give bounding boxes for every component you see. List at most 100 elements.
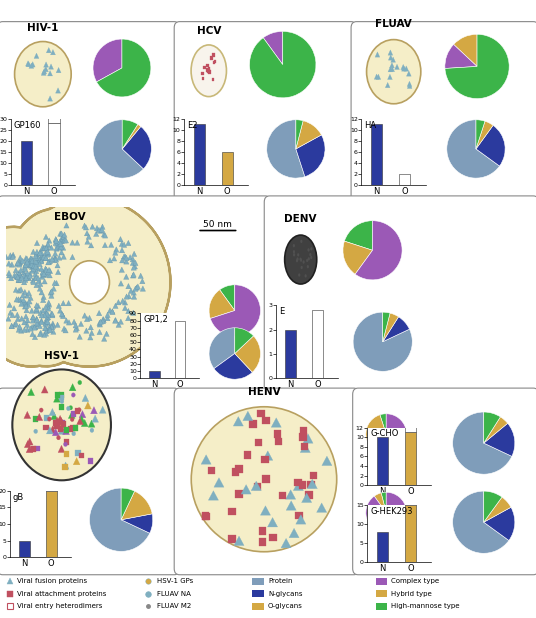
- Polygon shape: [66, 320, 72, 325]
- Polygon shape: [44, 311, 49, 316]
- Polygon shape: [14, 274, 19, 279]
- Polygon shape: [41, 246, 47, 251]
- Polygon shape: [43, 320, 49, 326]
- Text: High-mannose type: High-mannose type: [391, 603, 460, 609]
- Polygon shape: [50, 49, 55, 55]
- Polygon shape: [108, 242, 114, 247]
- Polygon shape: [59, 235, 64, 241]
- Wedge shape: [209, 290, 235, 318]
- Polygon shape: [100, 224, 105, 229]
- Wedge shape: [121, 514, 153, 533]
- Polygon shape: [296, 515, 306, 524]
- Polygon shape: [16, 270, 21, 276]
- Polygon shape: [133, 260, 138, 266]
- Polygon shape: [59, 231, 64, 236]
- Polygon shape: [267, 517, 278, 527]
- Polygon shape: [128, 288, 133, 294]
- Polygon shape: [8, 310, 13, 315]
- Polygon shape: [19, 316, 24, 321]
- Polygon shape: [23, 263, 28, 268]
- Polygon shape: [30, 318, 35, 323]
- Bar: [76, 450, 80, 455]
- Polygon shape: [260, 506, 271, 515]
- Polygon shape: [9, 262, 14, 267]
- Bar: [48, 123, 59, 185]
- Polygon shape: [51, 286, 56, 291]
- Polygon shape: [43, 245, 48, 251]
- Polygon shape: [44, 327, 49, 332]
- Polygon shape: [406, 71, 411, 76]
- Bar: [252, 603, 264, 610]
- Polygon shape: [101, 336, 107, 341]
- Polygon shape: [6, 261, 12, 266]
- Text: FLUAV M2: FLUAV M2: [157, 603, 191, 609]
- Wedge shape: [483, 417, 508, 443]
- Bar: [274, 438, 282, 445]
- Wedge shape: [483, 507, 515, 541]
- Polygon shape: [29, 261, 34, 267]
- Polygon shape: [81, 420, 88, 426]
- Polygon shape: [36, 321, 41, 327]
- Polygon shape: [43, 325, 48, 331]
- Polygon shape: [56, 417, 63, 424]
- Polygon shape: [58, 420, 65, 427]
- Polygon shape: [62, 238, 67, 243]
- Wedge shape: [122, 127, 151, 169]
- Wedge shape: [453, 412, 512, 474]
- Polygon shape: [66, 300, 71, 306]
- Polygon shape: [25, 274, 31, 280]
- Polygon shape: [27, 263, 33, 268]
- Circle shape: [309, 253, 311, 256]
- Ellipse shape: [191, 407, 337, 552]
- Bar: [207, 69, 210, 72]
- Bar: [377, 531, 388, 562]
- Polygon shape: [38, 331, 42, 337]
- Text: N-glycans: N-glycans: [268, 591, 302, 597]
- Polygon shape: [55, 263, 60, 268]
- Bar: [209, 70, 211, 74]
- Bar: [257, 410, 265, 417]
- Polygon shape: [86, 234, 91, 239]
- Bar: [235, 465, 243, 473]
- Polygon shape: [75, 240, 80, 245]
- Polygon shape: [30, 62, 35, 67]
- Polygon shape: [32, 334, 38, 340]
- Polygon shape: [52, 257, 57, 263]
- Polygon shape: [78, 321, 84, 326]
- Bar: [208, 67, 210, 70]
- Circle shape: [48, 417, 51, 421]
- Polygon shape: [131, 310, 136, 316]
- Polygon shape: [46, 300, 51, 305]
- Polygon shape: [125, 315, 131, 321]
- Polygon shape: [82, 223, 87, 229]
- Circle shape: [297, 253, 299, 256]
- Wedge shape: [476, 125, 505, 166]
- Bar: [88, 458, 93, 464]
- Polygon shape: [118, 319, 123, 324]
- Polygon shape: [23, 277, 28, 282]
- Polygon shape: [14, 273, 19, 278]
- Polygon shape: [104, 331, 109, 336]
- Circle shape: [70, 261, 109, 304]
- Polygon shape: [34, 252, 39, 257]
- Polygon shape: [16, 297, 21, 302]
- Polygon shape: [16, 277, 21, 283]
- Polygon shape: [33, 253, 38, 259]
- Bar: [193, 124, 205, 185]
- Bar: [212, 78, 214, 81]
- Polygon shape: [83, 224, 88, 230]
- Polygon shape: [130, 273, 136, 278]
- Polygon shape: [84, 231, 90, 236]
- Polygon shape: [302, 493, 312, 502]
- Polygon shape: [99, 227, 105, 232]
- Polygon shape: [110, 309, 115, 315]
- Polygon shape: [47, 273, 53, 278]
- Polygon shape: [132, 264, 137, 269]
- Polygon shape: [58, 421, 65, 428]
- Bar: [61, 421, 66, 427]
- Circle shape: [301, 266, 303, 269]
- Bar: [376, 578, 387, 585]
- Polygon shape: [51, 412, 57, 420]
- Polygon shape: [97, 329, 102, 334]
- Polygon shape: [43, 318, 49, 323]
